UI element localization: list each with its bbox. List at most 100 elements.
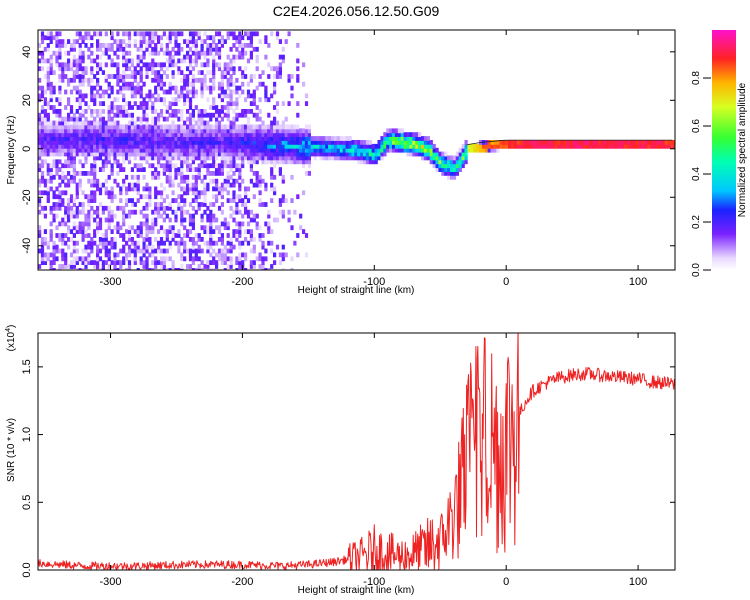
spectrogram-cell bbox=[325, 136, 329, 141]
spectrogram-cell bbox=[232, 58, 236, 64]
spectrogram-cell bbox=[168, 54, 172, 60]
spectrogram-cell bbox=[246, 35, 251, 41]
spectrogram-cell bbox=[246, 58, 251, 64]
spectrogram-cell bbox=[188, 39, 193, 44]
spectrogram-cell bbox=[299, 143, 303, 149]
spectrogram-cell bbox=[78, 35, 82, 41]
spectrogram-cell bbox=[200, 217, 204, 223]
spectrogram-cell bbox=[145, 31, 149, 37]
spectrogram-cell bbox=[93, 178, 97, 184]
spectrogram-cell bbox=[206, 171, 210, 176]
spectrogram-cell bbox=[72, 39, 76, 44]
spectrogram-cell bbox=[40, 58, 45, 64]
spectrogram-cell bbox=[177, 46, 181, 52]
spectrogram-cell bbox=[171, 190, 175, 196]
spectrogram-cell bbox=[490, 140, 494, 145]
spectrogram-cell bbox=[215, 186, 219, 192]
spectrogram-cell bbox=[104, 128, 108, 134]
spectrogram-cell bbox=[93, 143, 97, 149]
spectrogram-cell bbox=[238, 124, 242, 130]
spectrogram-cell bbox=[180, 31, 184, 37]
spectrogram-cell bbox=[38, 182, 42, 188]
spectrogram-cell bbox=[191, 237, 195, 242]
spectrogram-cell bbox=[278, 147, 282, 153]
spectrogram-cell bbox=[229, 140, 233, 145]
spectrogram-cell bbox=[171, 97, 175, 103]
spectrogram-cell bbox=[81, 256, 85, 262]
spectrogram-cell bbox=[438, 151, 442, 157]
spectrogram-cell bbox=[235, 163, 239, 169]
spectrogram-cell bbox=[61, 163, 65, 169]
spectrogram-cell bbox=[246, 186, 251, 192]
spectrogram-cell bbox=[186, 66, 190, 72]
spectrogram-cell bbox=[339, 143, 343, 149]
spectrogram-cell bbox=[229, 143, 233, 149]
spectrogram-cell bbox=[110, 109, 114, 114]
spectrogram-cell bbox=[49, 70, 53, 75]
spectrogram-cell bbox=[96, 62, 100, 68]
spectrogram-cell bbox=[40, 171, 45, 176]
spectrogram-cell bbox=[162, 167, 166, 172]
spectrogram-cell bbox=[229, 136, 233, 141]
spectrogram-cell bbox=[58, 31, 62, 37]
spectrogram-cell bbox=[194, 147, 198, 153]
spectrogram-cell bbox=[104, 143, 108, 149]
spectrogram-cell bbox=[609, 140, 613, 145]
spectrogram-cell bbox=[162, 132, 166, 137]
spectrogram-cell bbox=[38, 198, 42, 203]
spectrogram-cell bbox=[101, 159, 105, 165]
spectrogram-cell bbox=[101, 240, 105, 246]
spectrogram-cell bbox=[87, 171, 91, 176]
spectrogram-cell bbox=[104, 205, 108, 211]
spectrogram-cell bbox=[174, 155, 178, 161]
spectrogram-cell bbox=[96, 209, 100, 215]
spectrogram-cell bbox=[113, 97, 117, 103]
spectrogram-cell bbox=[464, 159, 468, 165]
spectrogram-cell bbox=[142, 128, 146, 134]
spectrogram-cell bbox=[516, 140, 520, 145]
spectrogram-cell bbox=[249, 209, 253, 215]
spectrogram-cell bbox=[116, 124, 120, 130]
spectrogram-cell bbox=[127, 252, 132, 258]
spectrogram-cell bbox=[162, 186, 166, 192]
spectrogram-cell bbox=[197, 163, 201, 169]
spectrogram-cell bbox=[229, 151, 233, 157]
spectrogram-cell bbox=[90, 190, 94, 196]
spectrogram-cell bbox=[212, 62, 216, 68]
spectrogram-cell bbox=[197, 167, 201, 172]
spectrogram-cell bbox=[133, 202, 137, 207]
spectrogram-cell bbox=[159, 112, 164, 118]
spectrogram-cell bbox=[107, 140, 111, 145]
spectrogram-cell bbox=[191, 140, 195, 145]
spectrogram-cell bbox=[38, 136, 42, 141]
spectrogram-cell bbox=[304, 233, 309, 238]
spectrogram-cell bbox=[217, 109, 222, 114]
spectrogram-cell bbox=[61, 237, 65, 242]
spectrogram-cell bbox=[206, 229, 210, 234]
spectrogram-cell bbox=[107, 132, 111, 137]
spectrogram-cell bbox=[215, 140, 219, 145]
spectrogram-cell bbox=[200, 50, 204, 56]
spectrogram-cell bbox=[55, 147, 59, 153]
spectrogram-cell bbox=[162, 124, 166, 130]
spectrogram-cell bbox=[278, 74, 282, 79]
spectrogram-cell bbox=[296, 140, 300, 145]
spectrogram-cell bbox=[154, 136, 158, 141]
spectrogram-cell bbox=[101, 101, 105, 106]
spectrogram-cell bbox=[139, 43, 143, 48]
spectrogram-cell bbox=[46, 116, 50, 122]
spectrogram-cell bbox=[235, 155, 239, 161]
spectrogram-cell bbox=[119, 260, 123, 265]
spectrogram-cell bbox=[302, 140, 306, 145]
spectrogram-cell bbox=[98, 248, 103, 254]
spectrogram-cell bbox=[110, 46, 114, 52]
spectrogram-cell bbox=[389, 147, 393, 153]
spectrogram-cell bbox=[281, 244, 285, 250]
spectrogram-cell bbox=[87, 105, 91, 110]
spectrogram-cell bbox=[136, 186, 140, 192]
spectrogram-cell bbox=[145, 229, 149, 234]
spectrogram-cell bbox=[101, 43, 105, 48]
spectrogram-cell bbox=[58, 268, 62, 270]
spectrogram-cell bbox=[232, 35, 236, 41]
spectrogram-cell bbox=[339, 140, 343, 145]
